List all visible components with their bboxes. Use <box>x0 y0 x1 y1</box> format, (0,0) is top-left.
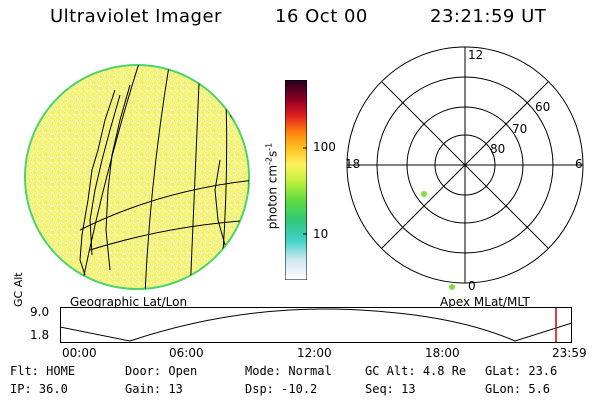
mlt-label-6: 6 <box>575 157 583 171</box>
colorbar-tick-10: 10 <box>313 227 329 241</box>
meridian-line <box>144 65 171 289</box>
coastline <box>105 84 131 271</box>
altitude-curve <box>60 308 572 342</box>
aurora-spot <box>449 284 455 290</box>
gc-alt-tick-9: 9.0 <box>30 305 50 319</box>
status-value: 13 <box>401 382 416 396</box>
mlt-label-12: 12 <box>468 48 483 62</box>
status-label: Gain: <box>125 382 162 396</box>
status-label: GLat: <box>485 364 522 378</box>
status-label: IP: <box>10 382 32 396</box>
status-mode: Mode: Normal <box>245 364 332 378</box>
projection-label-geographic: Geographic Lat/Lon <box>70 295 188 309</box>
status-gain: Gain: 13 <box>125 382 183 396</box>
status-value: 5.6 <box>528 382 551 396</box>
polar-mlt-plot: 12 18 6 0 60 70 80 <box>345 46 584 293</box>
status-ip: IP: 36.0 <box>10 382 68 396</box>
coastline <box>79 89 116 276</box>
status-label: Door: <box>125 364 162 378</box>
axis-label-alt: Alt <box>12 272 25 288</box>
status-label: Mode: <box>245 364 282 378</box>
color-scale-bar <box>285 80 307 280</box>
mlt-label-18: 18 <box>345 157 360 171</box>
orbit-altitude-plot <box>60 307 572 343</box>
time-label: 23:21:59 UT <box>430 6 547 27</box>
gc-alt-axis-label: GC Alt <box>12 272 25 307</box>
time-tick-1800: 18:00 <box>425 346 460 360</box>
unit-sup-1: -2 <box>264 156 274 165</box>
latitude-line <box>89 219 249 251</box>
status-door: Door: Open <box>125 364 197 378</box>
status-value: 23.6 <box>528 364 558 378</box>
status-value: Open <box>168 364 198 378</box>
lat-label-80: 80 <box>490 142 505 156</box>
status-value: 36.0 <box>38 382 68 396</box>
status-value: Normal <box>288 364 332 378</box>
instrument-title: Ultraviolet Imager <box>50 6 222 27</box>
date-label: 16 Oct 00 <box>275 6 368 27</box>
projection-label-apex: Apex MLat/MLT <box>440 295 530 309</box>
time-tick-2359: 23:59 <box>552 346 587 360</box>
lat-label-70: 70 <box>512 122 527 136</box>
meridian-line <box>79 65 141 289</box>
status-value: 4.8 Re <box>422 364 467 378</box>
time-tick-1200: 12:00 <box>297 346 332 360</box>
coastline <box>214 159 226 246</box>
time-tick-0000: 00:00 <box>62 346 97 360</box>
axis-label-gc: GC <box>12 290 25 307</box>
status-label: Seq: <box>365 382 394 396</box>
status-value: -10.2 <box>281 382 318 396</box>
status-gc-alt: GC Alt: 4.8 Re <box>365 364 466 378</box>
latitude-line <box>79 179 249 231</box>
aurora-spot <box>421 191 427 197</box>
earth-disk-image <box>24 64 250 290</box>
earth-disk <box>24 64 250 290</box>
unit-text: photon cm <box>265 164 280 230</box>
unit-sup-2: -1 <box>264 142 274 151</box>
colorbar-unit-label: photon cm-2s-1 <box>265 143 280 230</box>
status-seq: Seq: 13 <box>365 382 416 396</box>
gc-alt-tick-1-8: 1.8 <box>30 328 50 342</box>
lat-label-60: 60 <box>535 100 550 114</box>
unit-text-s: s <box>265 150 280 157</box>
status-value: 13 <box>168 382 183 396</box>
status-glon: GLon: 5.6 <box>485 382 550 396</box>
time-tick-0600: 06:00 <box>169 346 204 360</box>
status-label: Flt: <box>10 364 39 378</box>
status-label: GC Alt: <box>365 364 416 378</box>
colorbar-tick-100: 100 <box>313 140 336 154</box>
mlt-label-0: 0 <box>468 279 476 293</box>
status-dsp: Dsp: -10.2 <box>245 382 317 396</box>
coastline <box>89 94 121 256</box>
status-flt: Flt: HOME <box>10 364 75 378</box>
status-label: GLon: <box>485 382 522 396</box>
status-glat: GLat: 23.6 <box>485 364 557 378</box>
status-label: Dsp: <box>245 382 274 396</box>
meridian-line <box>189 65 201 289</box>
status-value: HOME <box>46 364 76 378</box>
